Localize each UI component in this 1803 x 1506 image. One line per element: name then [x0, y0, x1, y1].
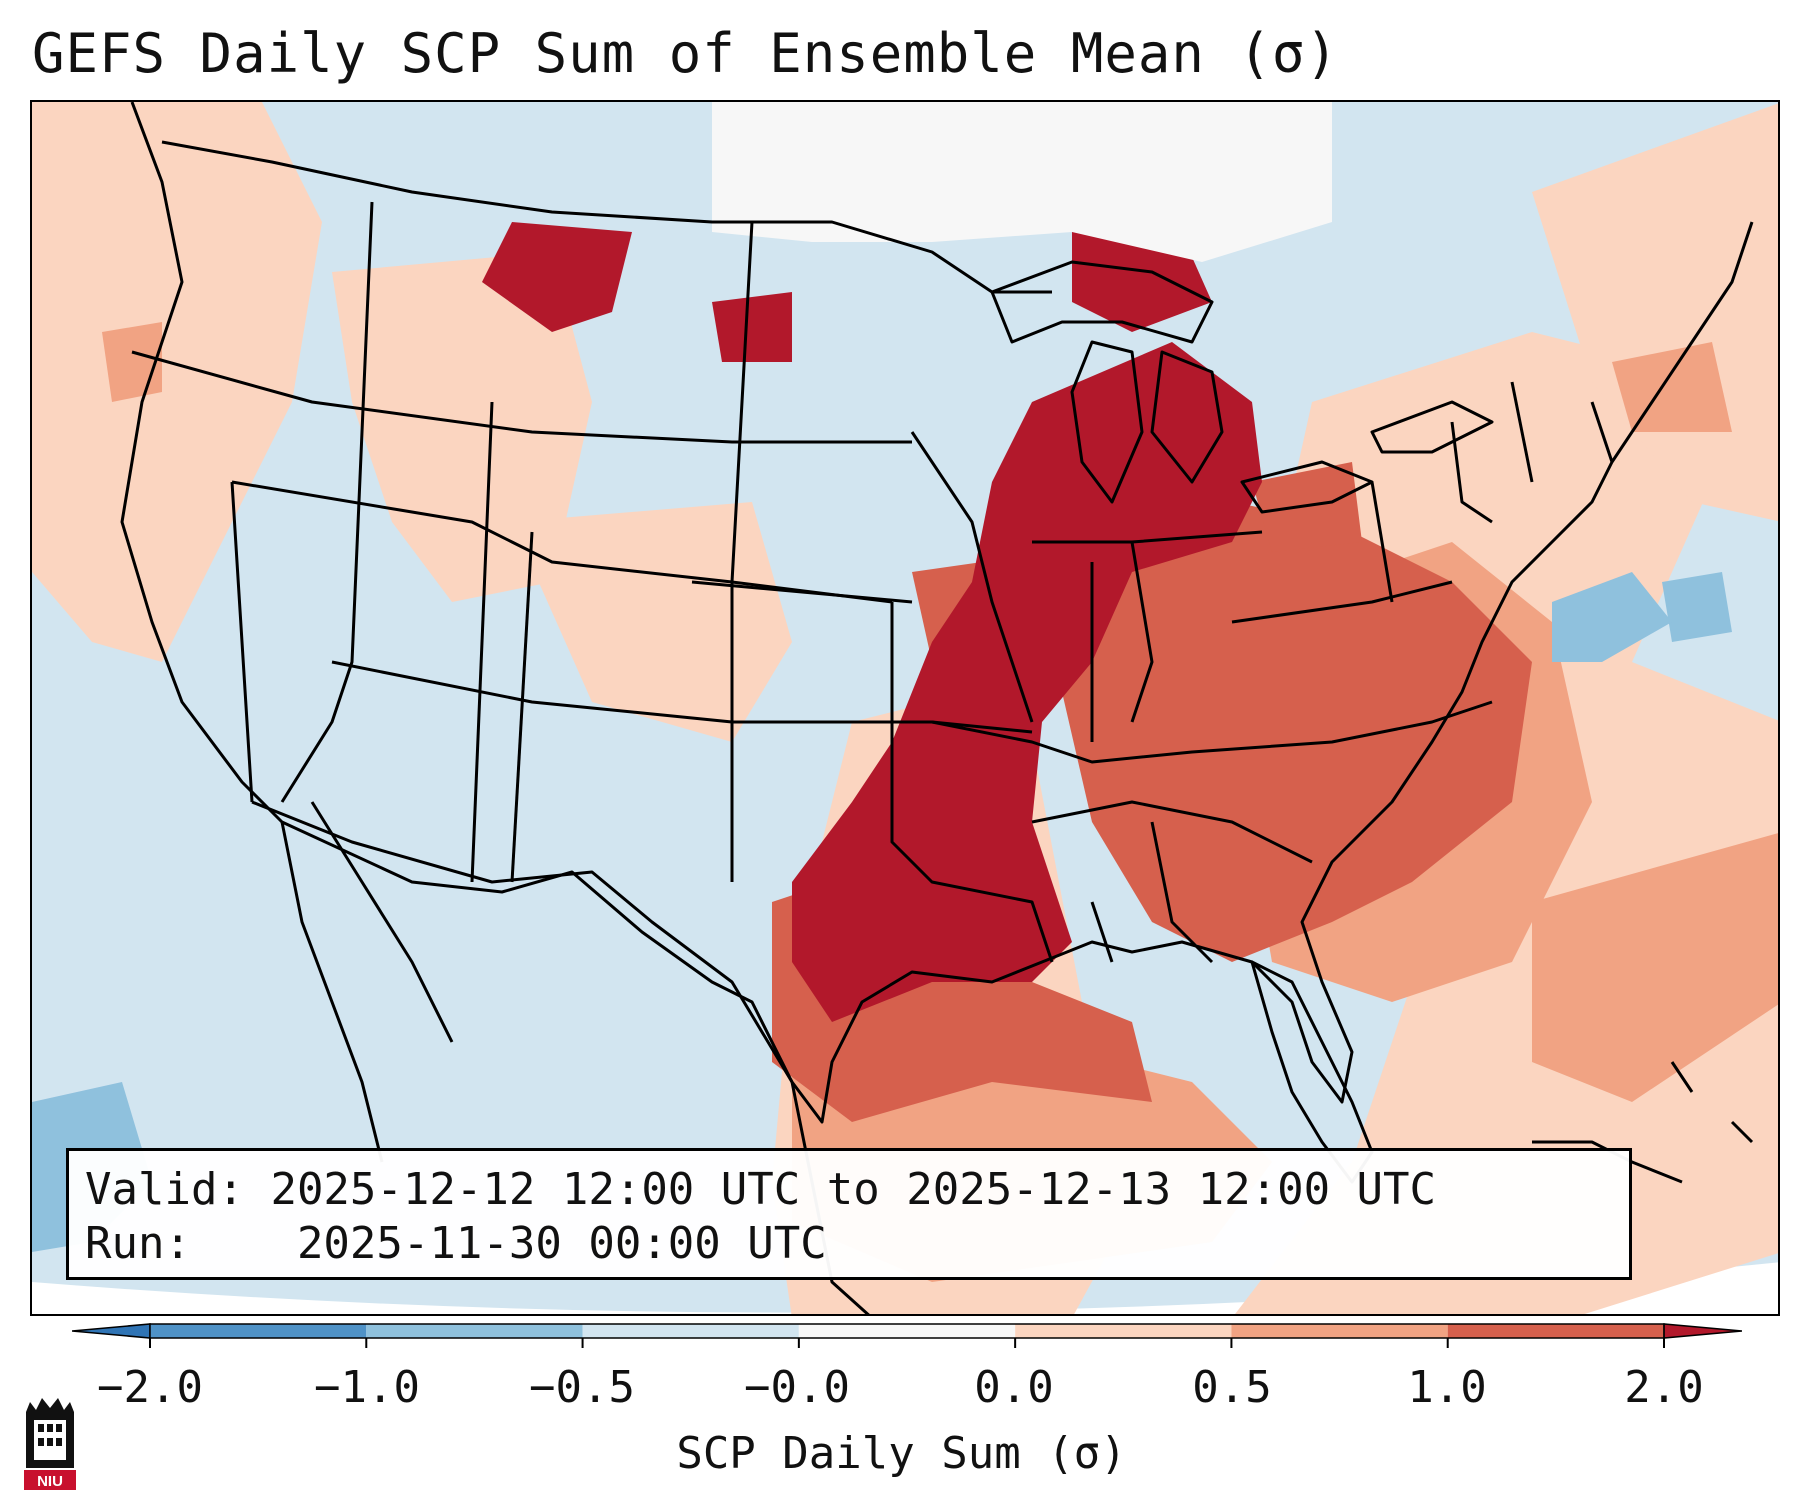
colorbar-bin: [150, 1324, 367, 1338]
colorbar-segments: [72, 1323, 1742, 1339]
colorbar-tick-label: 0.0: [974, 1362, 1054, 1413]
valid-value: 2025-12-12 12:00 UTC to 2025-12-13 12:00…: [270, 1164, 1437, 1215]
colorbar-bin: [1231, 1324, 1448, 1338]
colorbar-tick-label: 2.0: [1624, 1362, 1704, 1413]
plot-title: GEFS Daily SCP Sum of Ensemble Mean (σ): [32, 22, 1339, 85]
colorbar-bin: [798, 1324, 1016, 1338]
scp-map: [32, 102, 1778, 1314]
colorbar-outline: [149, 1323, 1665, 1339]
colorbar-label: SCP Daily Sum (σ): [676, 1428, 1127, 1479]
colorbar-tick-label: −0.5: [529, 1362, 635, 1413]
colorbar-tick-label: 0.5: [1192, 1362, 1272, 1413]
colorbar-bin: [1015, 1324, 1232, 1338]
valid-label: Valid:: [85, 1164, 244, 1215]
colorbar-bin: [1447, 1324, 1664, 1338]
run-value: 2025-11-30 00:00 UTC: [296, 1218, 827, 1269]
colorbar-ticks: [149, 1338, 1665, 1348]
colorbar-tick-label: −1.0: [314, 1362, 420, 1413]
map-panel: [30, 100, 1780, 1316]
colorbar-bin: [582, 1324, 799, 1338]
geographic-boundaries: [120, 102, 1754, 1314]
colorbar-extend-low: [72, 1323, 151, 1339]
logo-text: NIU: [37, 1473, 63, 1490]
colorbar-extend-high: [1663, 1323, 1742, 1339]
colorbar: [72, 1323, 1742, 1348]
run-label: Run:: [85, 1218, 191, 1269]
colorbar-bin: [366, 1324, 583, 1338]
valid-run-info-box: Valid: 2025-12-12 12:00 UTC to 2025-12-1…: [66, 1148, 1632, 1280]
colorbar-tick-label: 1.0: [1407, 1362, 1487, 1413]
colorbar-tick-label: −0.0: [744, 1362, 850, 1413]
colorbar-tick-label: −2.0: [97, 1362, 203, 1413]
field-layer-neutral: [712, 102, 1332, 262]
niu-logo: NIU: [24, 1398, 76, 1490]
